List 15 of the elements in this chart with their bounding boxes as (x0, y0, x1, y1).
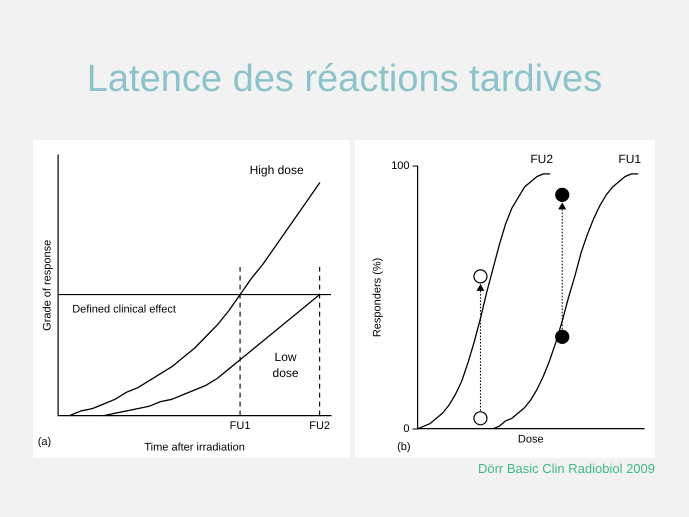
x-axis-title: Dose (518, 433, 544, 446)
text: Dörr Basic Clin Radiobiol 2009 (476, 460, 655, 477)
text: (b) (397, 440, 411, 453)
text: (a) (38, 436, 52, 448)
series-label: FU2 (530, 152, 554, 166)
y-tick-label: 0 (403, 422, 410, 435)
x-axis-title: Time after irradiation (144, 441, 245, 454)
chart-title: Latence des réactions tardives (86, 57, 604, 102)
series-label: FU1 (618, 152, 642, 166)
y-tick-label: 100 (391, 160, 410, 172)
series-label: High dose (250, 163, 304, 178)
ref-line-label: Defined clinical effect (72, 304, 176, 316)
y-axis-title: Responders (%) (372, 258, 384, 338)
y-axis-title: Grade of response (42, 240, 54, 331)
series-label: Low dose (272, 350, 299, 380)
